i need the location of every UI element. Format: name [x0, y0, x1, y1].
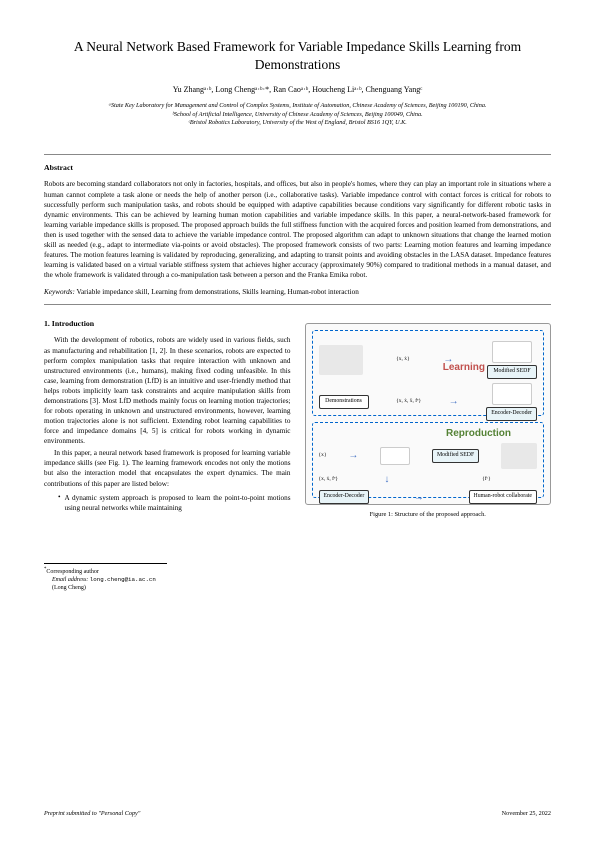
figure-learning-section: {x, ẋ} → Modified SEDF Learning Demonstr…	[312, 330, 545, 416]
abstract-heading: Abstract	[44, 163, 551, 174]
footer-left: Preprint submitted to "Personal Copy"	[44, 810, 140, 818]
vars-xx: {x, ẋ}	[396, 356, 410, 363]
nn-icon	[492, 341, 532, 363]
keywords-text: Variable impedance skill, Learning from …	[75, 288, 359, 296]
encoder-decoder-block: Encoder-Decoder	[486, 407, 537, 421]
nn-icon	[492, 383, 532, 405]
arrow-icon: →	[348, 449, 358, 463]
figure-1-box: {x, ẋ} → Modified SEDF Learning Demonstr…	[305, 323, 552, 505]
footer: Preprint submitted to "Personal Copy" No…	[44, 810, 551, 818]
figure-1-caption: Figure 1: Structure of the proposed appr…	[305, 511, 552, 520]
nn-icon	[380, 447, 410, 465]
corr-name: (Long Cheng)	[52, 585, 86, 591]
rule-bottom	[44, 304, 551, 305]
corresponding-author-block: *Corresponding author Email address: lon…	[44, 563, 167, 592]
paper-title: A Neural Network Based Framework for Var…	[44, 38, 551, 73]
left-column: 1. Introduction With the development of …	[44, 319, 291, 592]
keywords: Keywords: Variable impedance skill, Lear…	[44, 288, 551, 298]
vars-xxxf: {x, ẋ, ẍ, fᵉ}	[396, 398, 421, 405]
encoder-decoder-block-2: Encoder-Decoder	[319, 490, 370, 504]
section-1-heading: 1. Introduction	[44, 319, 291, 330]
affiliation-c: ᶜBristol Robotics Laboratory, University…	[44, 119, 551, 128]
affiliations: ᵃState Key Laboratory for Management and…	[44, 102, 551, 128]
keywords-label: Keywords:	[44, 288, 75, 296]
learning-label: Learning	[443, 361, 485, 375]
demonstrations-block: Demonstrations	[319, 395, 369, 409]
reproduction-label: Reproduction	[446, 427, 511, 495]
vars-xxf: {x, ẋ, fᵉ}	[319, 476, 339, 483]
demonstrations-image	[319, 345, 363, 375]
arrow-down-icon: ↓	[384, 473, 389, 487]
bullet-marker: •	[58, 493, 61, 513]
arrow-icon: →	[449, 395, 459, 409]
modified-sedf-block: Modified SEDF	[487, 365, 537, 379]
corr-label: Corresponding author	[46, 569, 99, 575]
affiliation-b: ᵇSchool of Artificial Intelligence, Univ…	[44, 111, 551, 120]
vars-x: {x}	[319, 452, 327, 459]
bullet-1: • A dynamic system approach is proposed …	[58, 493, 291, 513]
affiliation-a: ᵃState Key Laboratory for Management and…	[44, 102, 551, 111]
authors-line: Yu Zhangᵃ·ᵇ, Long Chengᵃ·ᵇ·*, Ran Caoᵃ·ᵇ…	[44, 85, 551, 96]
footer-right: November 25, 2022	[502, 810, 551, 818]
arrow-icon: →	[414, 491, 424, 505]
bullet-1-text: A dynamic system approach is proposed to…	[65, 493, 291, 513]
email-address: long.cheng@ia.ac.cn	[90, 576, 156, 583]
abstract-body: Robots are becoming standard collaborato…	[44, 179, 551, 280]
right-column: {x, ẋ} → Modified SEDF Learning Demonstr…	[305, 319, 552, 592]
figure-reproduction-section: Reproduction {x} → Modified SEDF {x, ẋ, …	[312, 422, 545, 498]
rule-top	[44, 154, 551, 155]
intro-para-1: With the development of robotics, robots…	[44, 335, 291, 446]
intro-para-2: In this paper, a neural network based fr…	[44, 448, 291, 488]
email-label: Email address:	[52, 577, 90, 583]
